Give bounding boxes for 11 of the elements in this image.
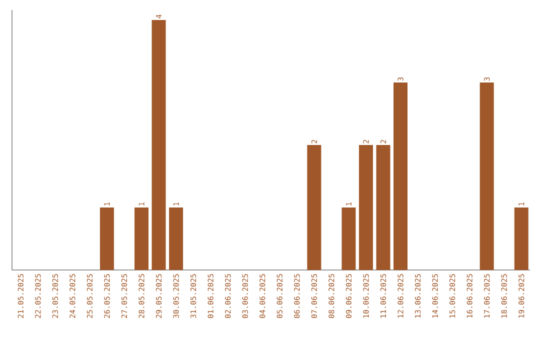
- bar: [100, 208, 114, 270]
- bar: [394, 82, 408, 270]
- bar: [480, 82, 494, 270]
- bar: [514, 208, 528, 270]
- bar: [358, 144, 373, 270]
- bar: [134, 208, 148, 270]
- bar: [376, 144, 390, 270]
- bar: [169, 208, 184, 270]
- bar: [307, 144, 322, 270]
- bar: [342, 208, 356, 270]
- bar: [152, 20, 166, 270]
